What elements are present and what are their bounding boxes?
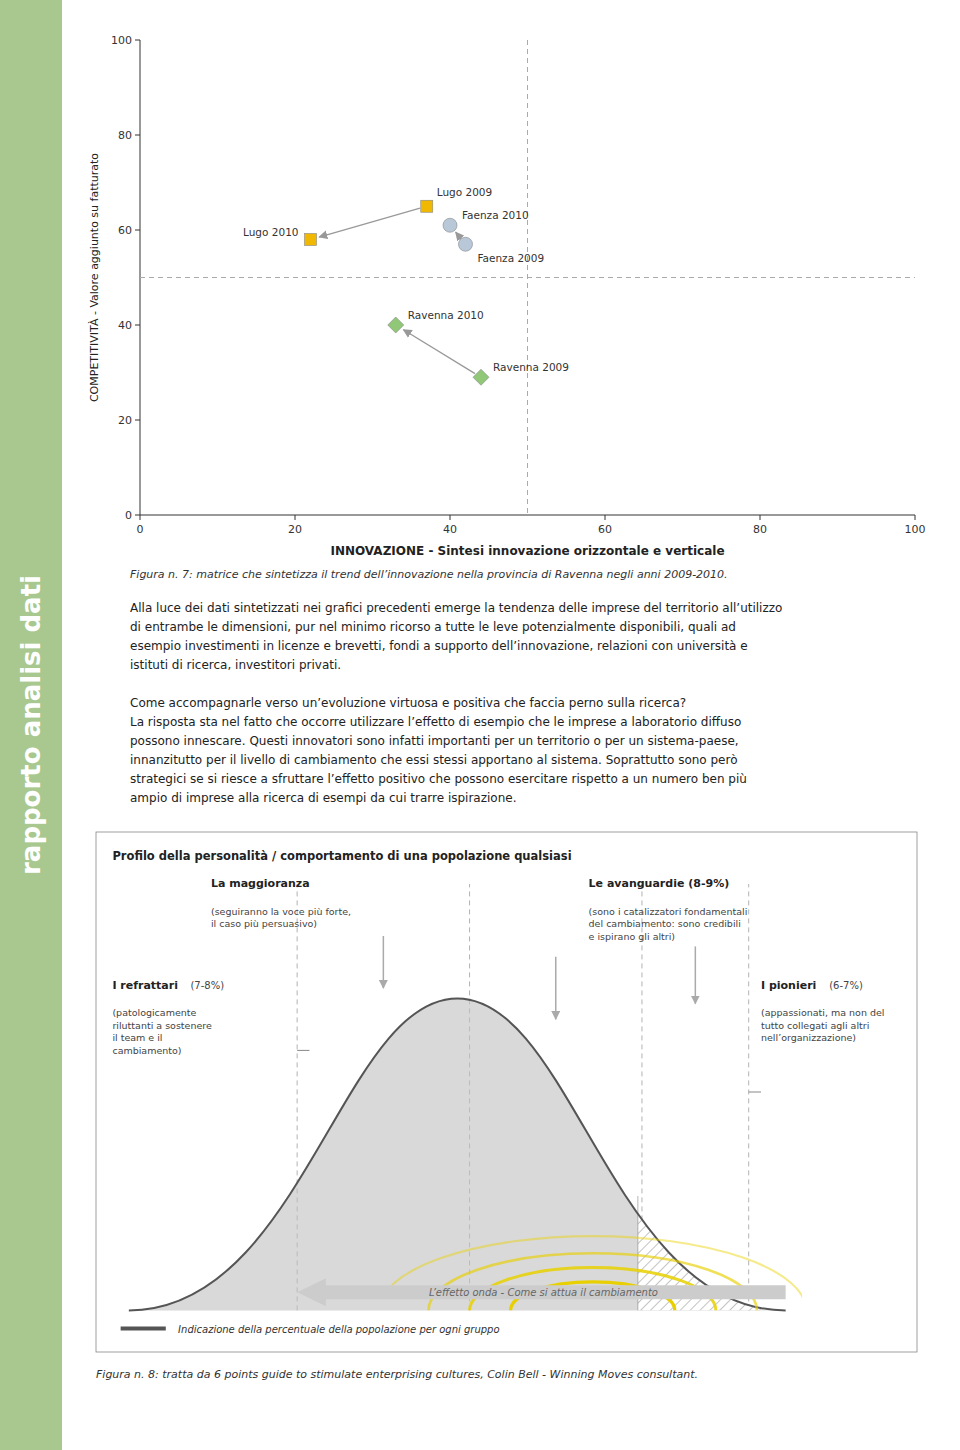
trend-arrow: [319, 208, 420, 237]
x-tick: [605, 515, 606, 520]
x-tick-label: 0: [137, 523, 144, 536]
wave-arcs: [392, 1236, 802, 1310]
point-label: Faenza 2010: [462, 209, 529, 221]
y-tick: [135, 420, 140, 421]
caption: Figura n. 8: tratta da 6 points guide to…: [96, 1368, 698, 1381]
group-description: (appassionati, ma non deltutto collegati…: [761, 1007, 885, 1043]
scatter-point: [388, 317, 404, 333]
scatter-point: [421, 200, 433, 212]
y-tick-label: 60: [118, 224, 132, 237]
group-share: (7-8%): [190, 980, 224, 991]
y-tick-label: 40: [118, 319, 132, 332]
wave-arrow-head: [297, 1278, 326, 1306]
trend-arrow: [456, 232, 461, 239]
diagram-frame: [96, 832, 917, 1352]
x-axis-label: INNOVAZIONE - Sintesi innovazione orizzo…: [330, 544, 724, 558]
legend-text: Indicazione della percentuale della popo…: [178, 1324, 500, 1335]
point-label: Faenza 2009: [478, 252, 545, 264]
plot-area: [140, 40, 915, 515]
x-tick-label: 80: [753, 523, 767, 536]
point-label: Ravenna 2009: [493, 361, 569, 373]
point-label: Lugo 2009: [437, 186, 492, 198]
x-tick-label: 20: [288, 523, 302, 536]
sidebar-text: rapporto analisi dati: [16, 575, 46, 875]
body-text: Alla luce dei dati sintetizzati nei graf…: [130, 601, 782, 672]
bell-outline: [129, 998, 786, 1310]
divider-line: [748, 884, 749, 1310]
bell-fill: [129, 998, 786, 1310]
scatter-point: [443, 218, 457, 232]
y-tick: [135, 325, 140, 326]
pointer-arrow: [695, 946, 697, 1003]
wave-arc: [392, 1236, 802, 1310]
y-tick: [135, 135, 140, 136]
x-tick: [140, 515, 141, 520]
reference-line: [527, 40, 528, 515]
scatter-point: [459, 237, 473, 251]
legend-swatch: [121, 1327, 166, 1331]
group-name: Le avanguardie (8-9%): [589, 877, 730, 890]
trend-arrow: [403, 330, 475, 374]
y-tick: [135, 515, 140, 516]
wave-label: L’effetto onda - Come si attua il cambia…: [429, 1287, 658, 1298]
y-tick: [135, 40, 140, 41]
x-tick: [915, 515, 916, 520]
scatter-point: [473, 369, 489, 385]
x-tick-label: 40: [443, 523, 457, 536]
y-tick: [135, 230, 140, 231]
group-name: I pionieri: [761, 979, 816, 992]
x-tick-label: 60: [598, 523, 612, 536]
diagram-title: Profilo della personalità / comportament…: [112, 849, 571, 863]
diagram: L’effetto onda - Come si attua il cambia…: [96, 832, 917, 1352]
body-text: Come accompagnarle verso un’evoluzione v…: [130, 696, 747, 805]
point-label: Lugo 2010: [243, 226, 298, 238]
y-axis-label: COMPETITIVITÀ - Valore aggiunto su fattu…: [88, 153, 101, 402]
x-tick-label: 100: [905, 523, 926, 536]
group-description: (seguiranno la voce più forte,il caso pi…: [211, 906, 351, 930]
group-name: I refrattari: [112, 979, 178, 992]
page: rapporto analisi dati 0 20 40 60 80 100 0 20 40 60…: [0, 0, 960, 1450]
y-tick-label: 0: [125, 509, 132, 522]
pointer-arrow: [555, 957, 557, 1019]
y-tick-label: 80: [118, 129, 132, 142]
bracket: [749, 1092, 761, 1093]
scatter-point: [305, 234, 317, 246]
group-name: La maggioranza: [211, 877, 310, 890]
wave-arrow: [318, 1285, 786, 1299]
sidebar: [0, 0, 62, 1450]
scatter-chart: 0 20 40 60 80 100 0 20 40 60 80 100 INNOVAZIONE - Si…: [88, 34, 926, 558]
wave-arc: [429, 1253, 757, 1310]
point-label: Ravenna 2010: [408, 309, 484, 321]
caption: Figura n. 7: matrice che sintetizza il t…: [130, 568, 728, 581]
pointer-arrow: [383, 936, 385, 988]
x-tick: [295, 515, 296, 520]
group-description: (patologicamenteriluttanti a sostenereil…: [112, 1007, 212, 1055]
group-description: (sono i catalizzatori fondamentalidel ca…: [589, 906, 748, 942]
group-share: (6-7%): [829, 980, 863, 991]
x-tick: [760, 515, 761, 520]
y-tick-label: 100: [111, 34, 132, 47]
x-tick: [450, 515, 451, 520]
y-tick-label: 20: [118, 414, 132, 427]
bracket: [297, 1050, 309, 1051]
